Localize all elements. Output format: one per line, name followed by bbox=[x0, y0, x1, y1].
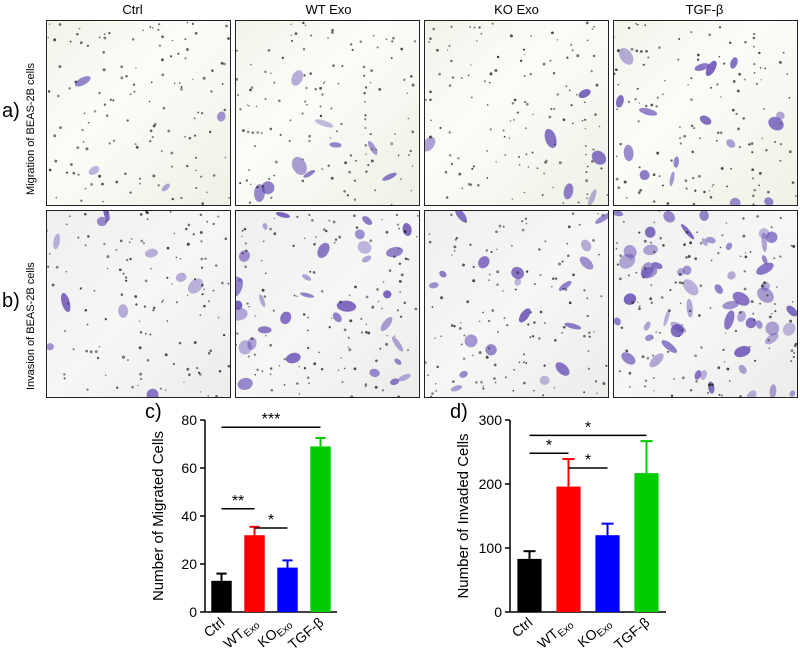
panel-letter: c) bbox=[145, 401, 162, 423]
significance-label: *** bbox=[262, 411, 281, 428]
significance-label: ** bbox=[232, 493, 244, 510]
micrograph-invasion-ko-exo bbox=[424, 210, 609, 398]
column-label-ko-exo: KO Exo bbox=[494, 2, 539, 17]
panel-letter-a: a) bbox=[2, 100, 20, 122]
column-label-tgf-beta: TGF-β bbox=[685, 2, 724, 17]
y-tick-label: 60 bbox=[181, 460, 197, 476]
bar bbox=[310, 446, 331, 612]
x-tick-label: WTExo bbox=[220, 614, 262, 653]
x-tick-label: TGF-β bbox=[285, 614, 326, 652]
y-tick-label: 20 bbox=[181, 556, 197, 572]
micrograph-migration-ko-exo bbox=[424, 20, 609, 206]
micrograph-migration-wt-exo bbox=[235, 20, 420, 206]
micrograph-invasion-tgf-beta bbox=[613, 210, 798, 398]
bar bbox=[277, 567, 298, 612]
micrograph-invasion-wt-exo bbox=[235, 210, 420, 398]
micrograph-invasion-ctrl bbox=[46, 210, 231, 398]
column-label-ctrl: Ctrl bbox=[122, 2, 143, 17]
y-tick-label: 80 bbox=[181, 412, 197, 428]
y-tick-label: 0 bbox=[189, 604, 197, 620]
y-axis-label: Number of Migrated Cells bbox=[150, 431, 167, 601]
column-label-wt-exo: WT Exo bbox=[305, 2, 352, 17]
y-tick-label: 40 bbox=[181, 508, 197, 524]
micrograph-migration-tgf-beta bbox=[613, 20, 798, 206]
bar bbox=[244, 535, 265, 612]
bar bbox=[211, 580, 232, 612]
significance-label: * bbox=[268, 512, 274, 529]
micrograph-migration-ctrl bbox=[46, 20, 231, 206]
panel-letter-b: b) bbox=[2, 290, 20, 312]
